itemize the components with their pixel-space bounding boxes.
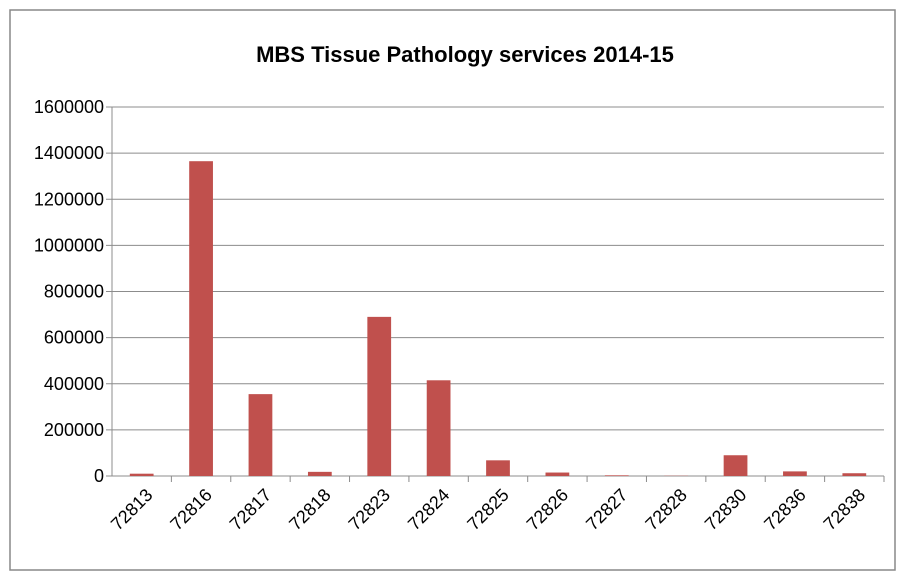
bar xyxy=(249,394,273,476)
y-tick-label: 400000 xyxy=(44,374,104,394)
bar xyxy=(427,380,451,476)
bar xyxy=(605,475,629,476)
y-tick-label: 200000 xyxy=(44,420,104,440)
y-tick-label: 1200000 xyxy=(34,189,104,209)
bar xyxy=(783,471,807,476)
bar xyxy=(189,161,213,476)
bar xyxy=(130,474,154,476)
y-tick-label: 0 xyxy=(94,466,104,486)
bar xyxy=(724,455,748,476)
bar xyxy=(842,473,866,476)
chart-title: MBS Tissue Pathology services 2014-15 xyxy=(256,42,674,67)
y-tick-label: 1000000 xyxy=(34,235,104,255)
y-tick-label: 1400000 xyxy=(34,143,104,163)
bar xyxy=(486,460,510,476)
y-tick-label: 1600000 xyxy=(34,97,104,117)
bar xyxy=(367,317,391,476)
bar xyxy=(546,473,570,476)
y-tick-label: 600000 xyxy=(44,328,104,348)
bar xyxy=(308,472,332,476)
y-tick-label: 800000 xyxy=(44,282,104,302)
